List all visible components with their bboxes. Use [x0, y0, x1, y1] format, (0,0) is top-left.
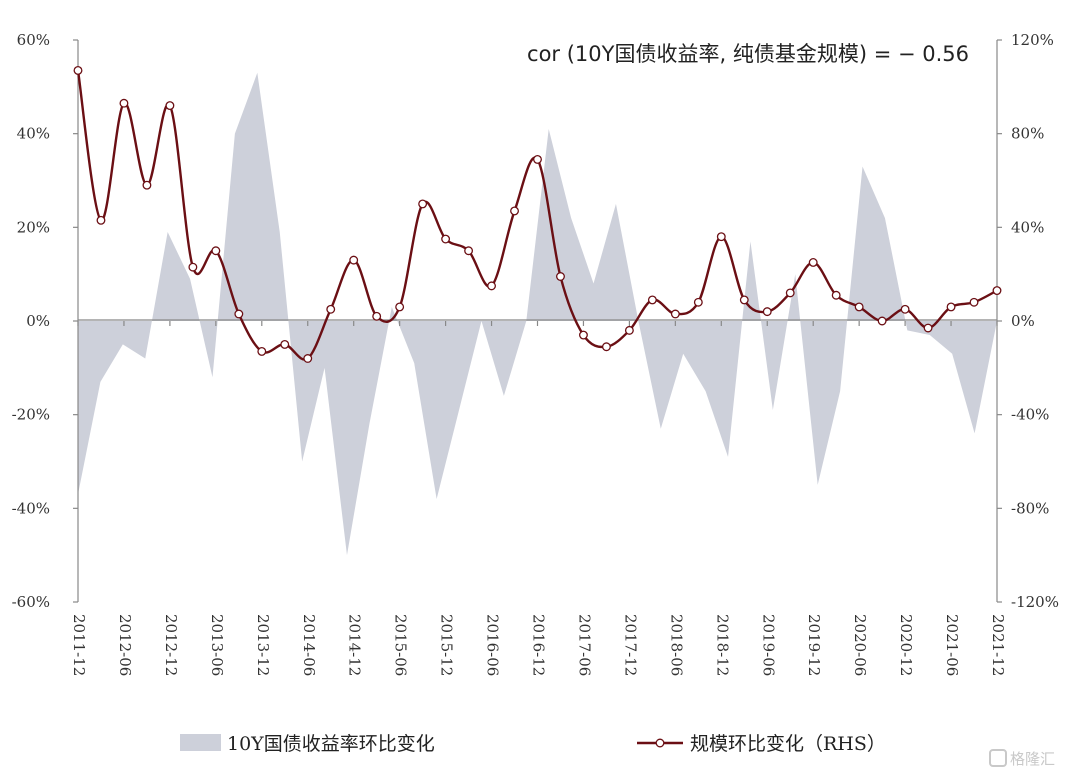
- line-point: [716, 232, 726, 242]
- area-series-layer: [78, 72, 997, 556]
- x-tick-label: 2019-06: [759, 614, 777, 676]
- line-point: [349, 255, 359, 265]
- x-tick-label: 2013-12: [254, 614, 272, 676]
- line-point: [211, 246, 221, 256]
- legend-area-label: 10Y国债收益率环比变化: [227, 733, 435, 755]
- x-tick-label: 2015-12: [438, 614, 456, 676]
- line-point: [579, 330, 588, 340]
- line-point: [441, 234, 451, 244]
- line-point: [280, 339, 290, 349]
- legend-line-marker: [655, 738, 665, 748]
- left-tick-label: 60%: [17, 31, 50, 49]
- x-tick-label: 2017-12: [621, 614, 639, 676]
- line-point: [510, 206, 519, 216]
- x-tick-label: 2012-06: [116, 614, 134, 676]
- right-axis-ticks: -120% -80% -40% 0% 40% 80% 120%: [997, 31, 1059, 611]
- line-point: [785, 288, 795, 298]
- x-tick-label: 2017-06: [575, 614, 593, 676]
- line-point: [326, 304, 336, 314]
- line-series-layer: [73, 65, 1002, 363]
- x-tick-label: 2019-12: [805, 614, 823, 676]
- watermark-text: 格隆汇: [1010, 750, 1055, 768]
- line-point: [96, 215, 106, 225]
- x-tick-label: 2013-06: [208, 614, 226, 676]
- right-tick-label: 120%: [1011, 31, 1054, 49]
- right-tick-label: 40%: [1011, 218, 1044, 236]
- line-point: [487, 281, 496, 291]
- line-point: [73, 65, 83, 75]
- x-tick-label: 2020-12: [897, 614, 915, 676]
- left-axis-ticks: -60% -40% -20% 0% 20% 40% 60%: [12, 31, 78, 611]
- line-point: [257, 346, 267, 356]
- line-point: [188, 262, 198, 272]
- x-tick-label: 2021-06: [943, 614, 961, 676]
- line-point: [142, 180, 152, 190]
- x-tick-label: 2016-12: [530, 614, 548, 676]
- right-tick-label: 80%: [1011, 125, 1044, 143]
- line-point: [992, 286, 1002, 296]
- x-tick-label: 2014-12: [346, 614, 364, 676]
- right-tick-label: -120%: [1011, 593, 1059, 611]
- x-tick-label: 2015-06: [392, 614, 410, 676]
- line-point: [647, 295, 657, 305]
- line-point: [900, 304, 910, 314]
- line-point: [464, 246, 474, 256]
- line-point: [923, 323, 933, 333]
- x-tick-label: 2018-12: [713, 614, 731, 676]
- legend-area-swatch: [180, 734, 221, 751]
- line-point: [670, 309, 680, 319]
- x-tick-label: 2018-06: [667, 614, 685, 676]
- line-point: [556, 272, 565, 281]
- legend: 10Y国债收益率环比变化 规模环比变化（RHS）: [180, 733, 886, 755]
- x-tick-label: 2012-12: [162, 614, 180, 676]
- line-point: [624, 325, 634, 335]
- line-point: [418, 199, 428, 209]
- line-point: [165, 101, 175, 111]
- x-tick-label: 2016-06: [484, 614, 502, 676]
- line-point: [119, 98, 129, 108]
- watermark-logo-icon: [989, 749, 1007, 767]
- line-point: [601, 342, 611, 352]
- line-point: [395, 302, 405, 312]
- left-tick-label: -20%: [12, 406, 50, 424]
- left-tick-label: 40%: [17, 125, 50, 143]
- line-point: [808, 258, 818, 267]
- line-point: [234, 309, 244, 319]
- area-series-shape: [78, 72, 997, 556]
- line-point: [854, 302, 864, 312]
- left-tick-label: -60%: [12, 593, 50, 611]
- line-point: [946, 302, 956, 312]
- left-tick-label: 0%: [26, 312, 50, 330]
- left-tick-label: 20%: [17, 218, 50, 236]
- left-tick-label: -40%: [12, 499, 50, 517]
- right-tick-label: 0%: [1011, 312, 1035, 330]
- line-point: [762, 307, 772, 317]
- line-point: [533, 154, 542, 164]
- line-point: [969, 297, 979, 307]
- x-tick-label: 2021-12: [989, 614, 1007, 676]
- x-axis-ticks: 2011-12 2012-06 2012-12 2013-06 2013-12 2014-…: [70, 321, 1007, 676]
- line-point: [372, 311, 382, 321]
- correlation-annotation: cor (10Y国债收益率, 纯债基金规模) = − 0.56: [527, 42, 969, 66]
- x-tick-label: 2020-06: [851, 614, 869, 676]
- legend-line-label: 规模环比变化（RHS）: [690, 733, 886, 755]
- right-tick-label: -40%: [1011, 406, 1049, 424]
- line-point: [303, 354, 313, 363]
- watermark: 格隆汇: [989, 749, 1055, 768]
- x-tick-label: 2014-06: [300, 614, 318, 676]
- line-point: [877, 316, 887, 326]
- line-point: [693, 297, 703, 307]
- line-point: [739, 295, 749, 305]
- line-point: [831, 290, 841, 300]
- right-tick-label: -80%: [1011, 499, 1049, 517]
- x-tick-label: 2011-12: [70, 614, 88, 676]
